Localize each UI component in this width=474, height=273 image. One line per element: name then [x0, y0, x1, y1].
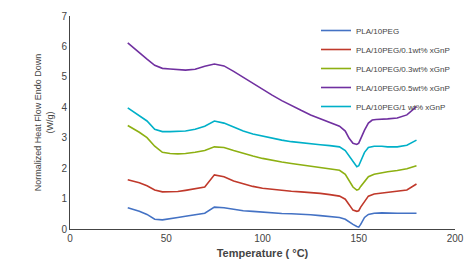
svg-text:200: 200 — [447, 233, 464, 244]
svg-text:5: 5 — [61, 71, 67, 82]
svg-text:PLA/10PEG: PLA/10PEG — [356, 27, 399, 36]
svg-text:3: 3 — [61, 132, 67, 143]
svg-text:4: 4 — [61, 102, 67, 113]
svg-text:50: 50 — [161, 233, 173, 244]
svg-text:7: 7 — [61, 11, 67, 22]
svg-text:PLA/10PEG/0.3wt% xGnP: PLA/10PEG/0.3wt% xGnP — [356, 65, 450, 74]
svg-text:PLA/10PEG/1 wt% xGnP: PLA/10PEG/1 wt% xGnP — [356, 103, 445, 112]
svg-text:PLA/10PEG/0.5wt% xGnP: PLA/10PEG/0.5wt% xGnP — [356, 84, 450, 93]
svg-text:150: 150 — [350, 233, 367, 244]
svg-text:6: 6 — [61, 41, 67, 52]
svg-text:PLA/10PEG/0.1wt% xGnP: PLA/10PEG/0.1wt% xGnP — [356, 46, 450, 55]
svg-text:Temperature ( °C): Temperature ( °C) — [217, 247, 309, 259]
svg-text:0: 0 — [67, 233, 73, 244]
svg-text:Normalized Heat Flow Endo Down: Normalized Heat Flow Endo Down(W/g) — [33, 54, 55, 192]
svg-text:1: 1 — [61, 193, 67, 204]
svg-text:100: 100 — [254, 233, 271, 244]
svg-text:2: 2 — [61, 163, 67, 174]
svg-text:0: 0 — [61, 224, 67, 235]
